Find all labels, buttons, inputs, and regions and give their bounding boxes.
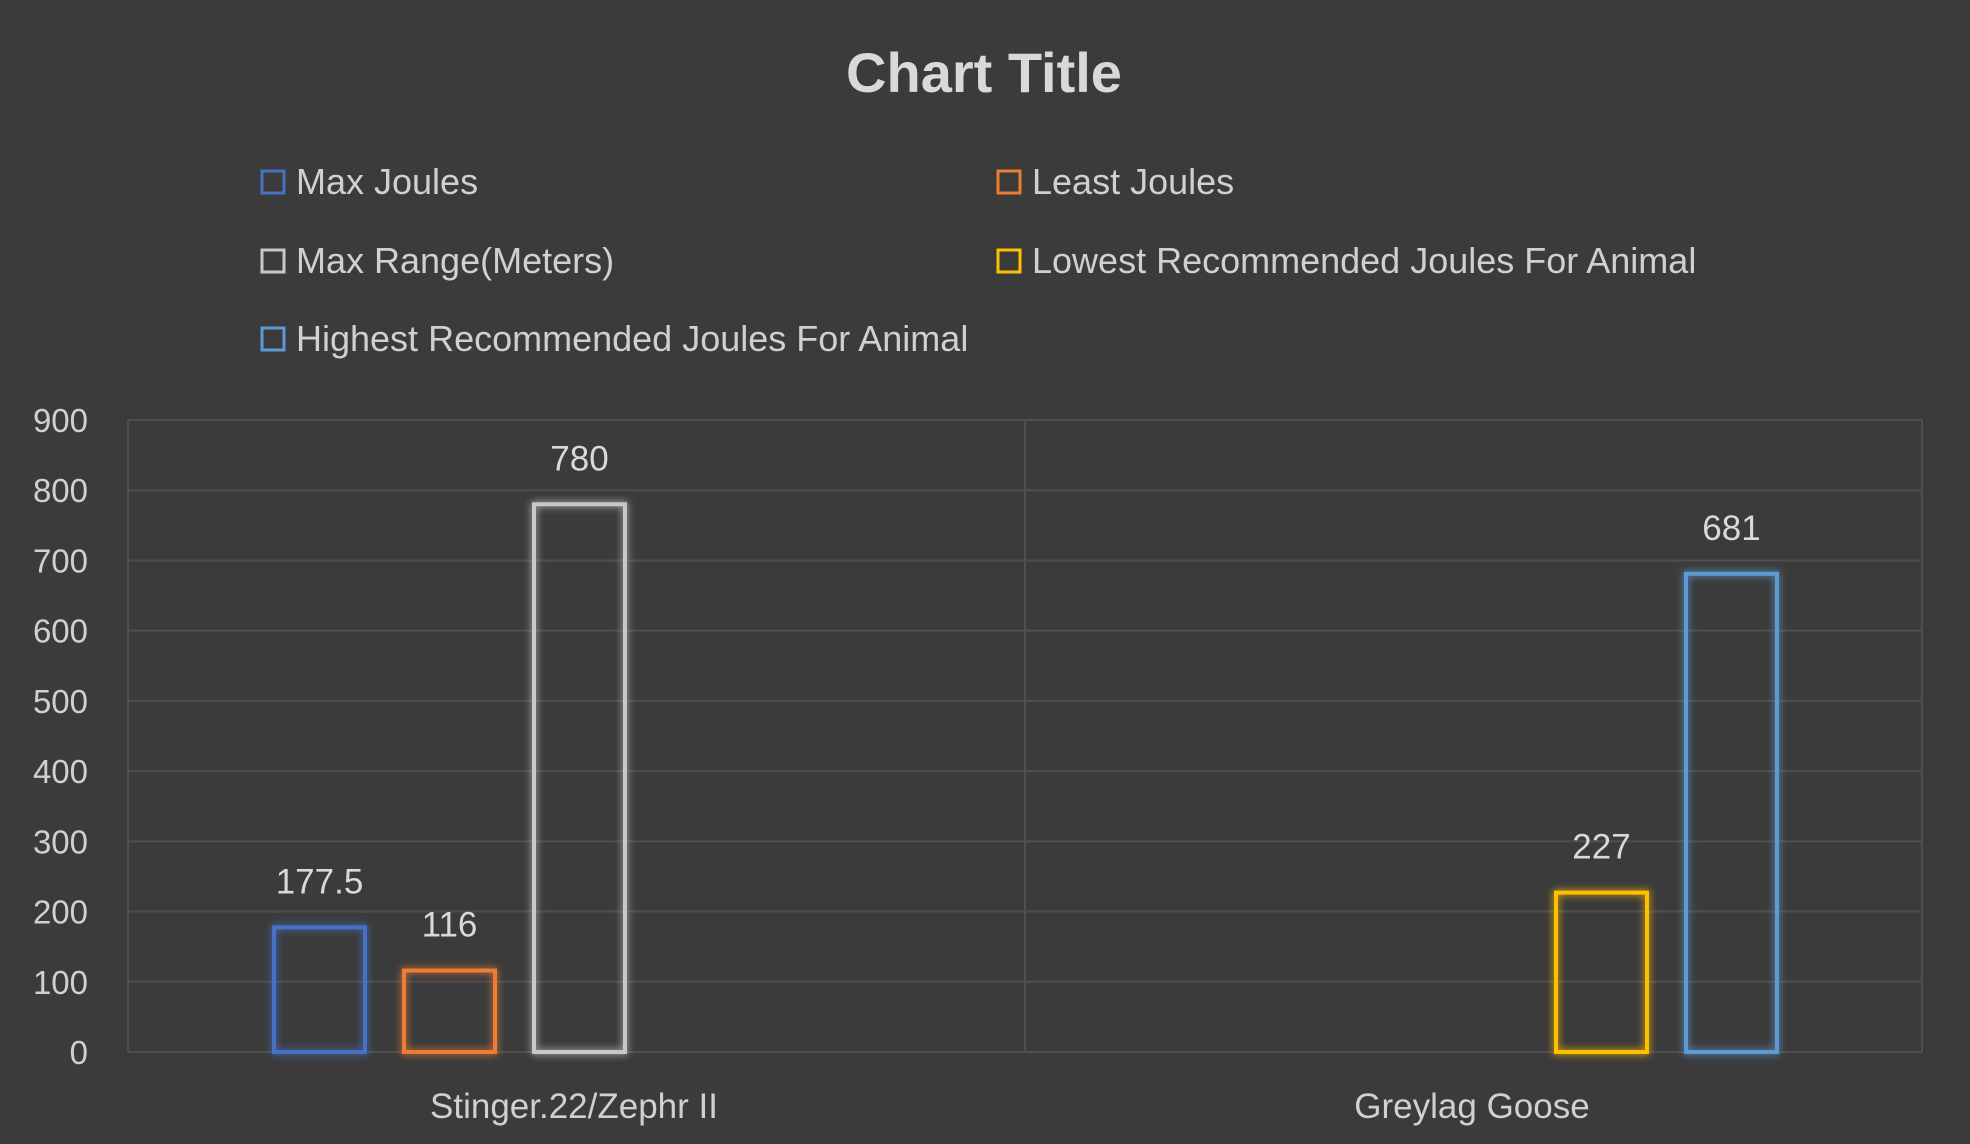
y-tick-label: 900 <box>33 402 88 439</box>
x-axis: Stinger.22/Zephr II Greylag Goose <box>430 1087 1590 1126</box>
bar <box>272 925 367 1054</box>
bar <box>532 502 627 1054</box>
y-axis: 0 100 200 300 400 500 600 700 800 900 <box>33 402 88 1071</box>
gridlines <box>127 419 1923 1053</box>
y-tick-label: 800 <box>33 472 88 509</box>
x-category-label: Greylag Goose <box>1354 1087 1589 1126</box>
legend-label: Max Joules <box>296 161 478 202</box>
data-labels: 177.5 116 780 227 681 <box>276 439 1761 944</box>
y-tick-label: 700 <box>33 542 88 579</box>
y-tick-label: 400 <box>33 753 88 790</box>
y-tick-label: 600 <box>33 613 88 650</box>
legend-swatch <box>996 248 1022 274</box>
chart-title: Chart Title <box>846 41 1122 104</box>
data-label: 116 <box>422 906 478 945</box>
legend-swatch <box>260 248 286 274</box>
data-label: 227 <box>1572 828 1630 867</box>
legend-swatch <box>996 169 1022 195</box>
bar <box>1554 890 1649 1055</box>
legend-swatch <box>260 169 286 195</box>
legend-label: Lowest Recommended Joules For Animal <box>1032 240 1696 281</box>
legend-label: Least Joules <box>1032 161 1234 202</box>
y-tick-label: 300 <box>33 823 88 860</box>
data-label: 177.5 <box>276 862 364 901</box>
y-tick-label: 0 <box>70 1034 88 1071</box>
x-category-label: Stinger.22/Zephr II <box>430 1087 718 1126</box>
data-label: 681 <box>1702 509 1760 548</box>
bar <box>1684 571 1779 1055</box>
legend-label: Max Range(Meters) <box>296 240 614 281</box>
legend: Max Joules Least Joules Max Range(Meters) L… <box>260 161 1696 359</box>
legend-swatch <box>260 326 286 352</box>
y-tick-label: 500 <box>33 683 88 720</box>
bar <box>402 968 497 1055</box>
data-label: 780 <box>550 439 608 478</box>
y-tick-label: 200 <box>33 894 88 931</box>
legend-label: Highest Recommended Joules For Animal <box>296 318 968 359</box>
bars <box>272 502 1779 1055</box>
y-tick-label: 100 <box>33 964 88 1001</box>
